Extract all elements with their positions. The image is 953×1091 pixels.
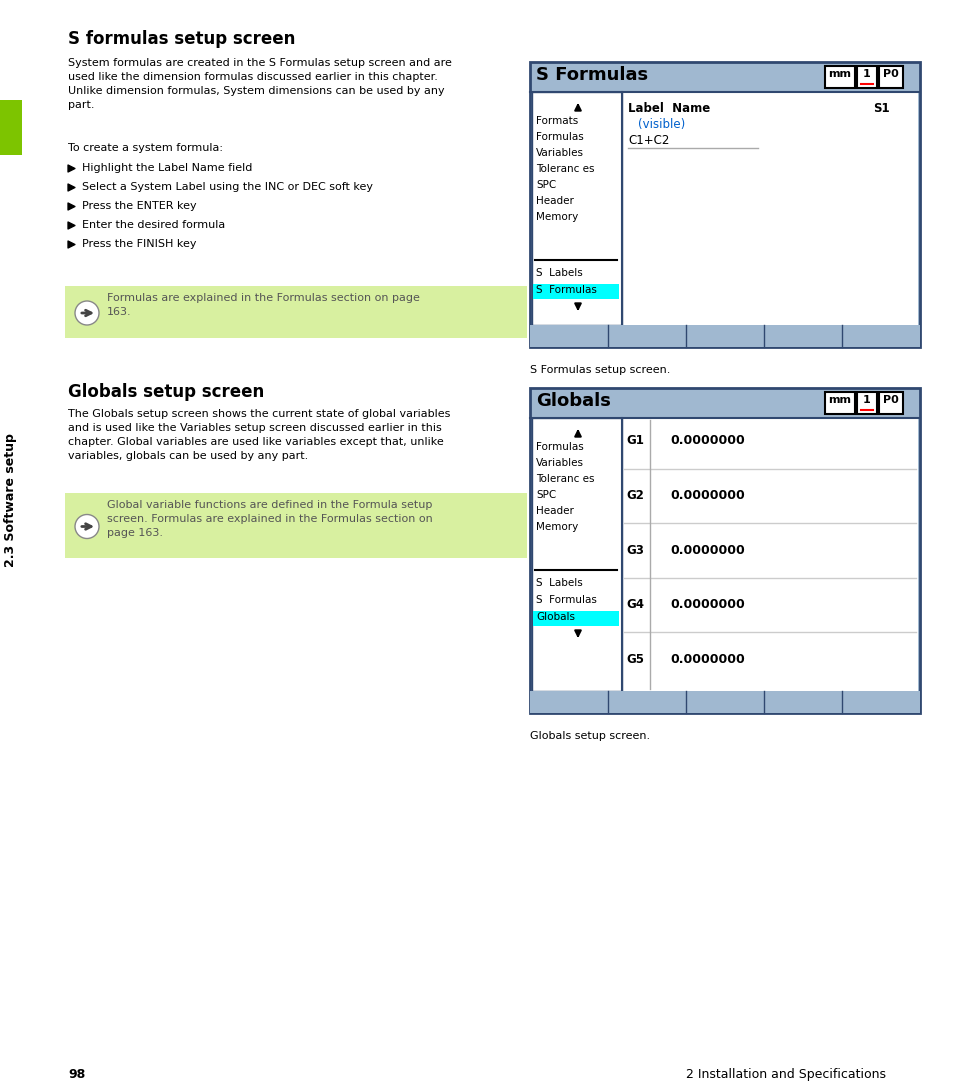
Text: P0: P0: [882, 69, 898, 79]
Text: G5: G5: [625, 652, 643, 666]
Bar: [824, 392, 854, 413]
Text: Enter the desired formula: Enter the desired formula: [82, 220, 225, 230]
Bar: [65, 493, 526, 558]
Bar: [621, 418, 917, 691]
Text: 0.0000000: 0.0000000: [669, 543, 744, 556]
Text: The Globals setup screen shows the current state of global variables
and is used: The Globals setup screen shows the curre…: [68, 409, 450, 461]
Text: G3: G3: [625, 543, 643, 556]
Text: 1: 1: [862, 69, 870, 79]
Text: Global variable functions are defined in the Formula setup
screen. Formulas are : Global variable functions are defined in…: [107, 500, 433, 538]
Text: Memory: Memory: [536, 521, 578, 532]
Text: S1: S1: [872, 101, 889, 115]
Text: S Formulas: S Formulas: [536, 65, 647, 84]
Text: Formulas are explained in the Formulas section on page
163.: Formulas are explained in the Formulas s…: [107, 293, 419, 317]
Bar: [856, 392, 876, 413]
Bar: [878, 65, 902, 88]
Text: To create a system formula:: To create a system formula:: [68, 143, 223, 153]
Text: Formulas: Formulas: [536, 132, 583, 142]
Text: Formats: Formats: [536, 116, 578, 125]
Bar: [532, 92, 621, 325]
Circle shape: [75, 515, 99, 539]
Bar: [878, 392, 902, 413]
Text: Press the ENTER key: Press the ENTER key: [82, 201, 196, 211]
Circle shape: [75, 301, 99, 325]
Text: S  Formulas: S Formulas: [536, 285, 597, 295]
Bar: [533, 611, 618, 626]
Text: mm: mm: [827, 395, 851, 405]
Text: G1: G1: [625, 434, 643, 447]
Text: Header: Header: [536, 196, 574, 206]
Text: Header: Header: [536, 506, 574, 516]
Text: (visible): (visible): [638, 118, 684, 131]
Text: Formulas: Formulas: [536, 442, 583, 452]
Text: Press the FINISH key: Press the FINISH key: [82, 239, 196, 249]
Bar: [856, 65, 876, 88]
Text: Select a System Label using the INC or DEC soft key: Select a System Label using the INC or D…: [82, 182, 373, 192]
Text: Globals setup screen.: Globals setup screen.: [530, 731, 649, 741]
Text: Label  Name: Label Name: [627, 101, 709, 115]
Text: G2: G2: [625, 489, 643, 502]
Text: 2 Installation and Specifications: 2 Installation and Specifications: [685, 1068, 885, 1081]
Text: G4: G4: [625, 598, 643, 611]
Text: Globals: Globals: [536, 392, 610, 410]
Text: 0.0000000: 0.0000000: [669, 434, 744, 447]
Text: Toleranc es: Toleranc es: [536, 473, 594, 484]
Text: Variables: Variables: [536, 148, 583, 158]
Text: mm: mm: [827, 69, 851, 79]
Text: 98: 98: [68, 1068, 85, 1081]
Text: System formulas are created in the S Formulas setup screen and are
used like the: System formulas are created in the S For…: [68, 58, 452, 110]
Text: P0: P0: [882, 395, 898, 405]
Text: 0.0000000: 0.0000000: [669, 489, 744, 502]
Text: Globals setup screen: Globals setup screen: [68, 383, 264, 401]
Text: S formulas setup screen: S formulas setup screen: [68, 29, 295, 48]
Bar: [65, 286, 526, 338]
Bar: [530, 691, 919, 714]
Text: SPC: SPC: [536, 180, 556, 190]
Text: Toleranc es: Toleranc es: [536, 164, 594, 173]
Bar: [0, 100, 22, 155]
Text: Memory: Memory: [536, 212, 578, 221]
Text: Highlight the Label Name field: Highlight the Label Name field: [82, 163, 253, 173]
Text: 1: 1: [862, 395, 870, 405]
Text: 2.3 Software setup: 2.3 Software setup: [5, 433, 17, 567]
Text: 0.0000000: 0.0000000: [669, 598, 744, 611]
Bar: [530, 388, 919, 714]
Text: 0.0000000: 0.0000000: [669, 652, 744, 666]
Bar: [621, 92, 917, 325]
Bar: [530, 325, 919, 347]
Text: C1+C2: C1+C2: [627, 134, 669, 147]
Bar: [533, 284, 618, 299]
Bar: [824, 65, 854, 88]
Text: Globals: Globals: [536, 612, 575, 622]
Bar: [532, 418, 621, 691]
Text: Variables: Variables: [536, 458, 583, 468]
Text: S Formulas setup screen.: S Formulas setup screen.: [530, 365, 670, 375]
Text: SPC: SPC: [536, 490, 556, 500]
Bar: [530, 62, 919, 347]
Text: S  Formulas: S Formulas: [536, 595, 597, 606]
Text: S  Labels: S Labels: [536, 268, 582, 278]
Text: S  Labels: S Labels: [536, 578, 582, 588]
